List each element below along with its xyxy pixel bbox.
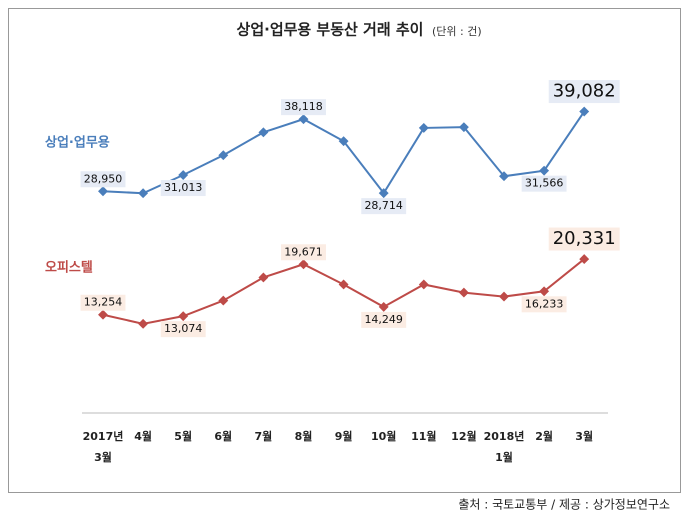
value-label-bg xyxy=(548,227,620,251)
marker xyxy=(258,272,269,283)
value-label-bg xyxy=(521,175,567,192)
value-label: 16,233 xyxy=(525,297,564,310)
marker xyxy=(98,186,108,197)
value-label: 28,950 xyxy=(84,172,123,185)
source: 출처 : 국토교통부 / 제공 : 상가정보연구소 xyxy=(458,498,670,512)
x-tick-label: 10월 xyxy=(370,430,397,443)
value-label: 28,714 xyxy=(364,199,403,212)
value-label-bg xyxy=(80,294,126,311)
series-label: 상업·업무용 xyxy=(45,135,110,151)
value-label-bg xyxy=(281,244,326,261)
marker xyxy=(418,122,429,133)
value-label: 13,254 xyxy=(84,296,123,309)
marker xyxy=(138,188,149,199)
value-label: 19,671 xyxy=(284,245,323,258)
value-label-bg xyxy=(361,311,407,328)
chart-title: 상업·업무용 부동산 거래 추이 xyxy=(237,21,424,39)
x-tick-label: 2017년 3월 xyxy=(82,430,124,464)
marker xyxy=(539,165,550,176)
x-tick-label: 8월 xyxy=(294,430,313,443)
marker xyxy=(499,171,509,182)
value-label-bg xyxy=(361,198,407,215)
value-label: 38,118 xyxy=(284,100,323,113)
marker xyxy=(98,309,108,320)
marker xyxy=(178,311,189,322)
x-tick-label: 4월 xyxy=(134,430,152,443)
x-tick-label: 12월 xyxy=(451,430,477,443)
marker xyxy=(218,295,229,306)
x-tick-label: 9월 xyxy=(334,430,353,443)
marker xyxy=(579,254,590,265)
marker xyxy=(338,136,349,147)
value-label: 31,013 xyxy=(164,181,203,194)
frame xyxy=(8,8,681,493)
x-tick-label: 2018년 1월 xyxy=(483,430,525,464)
series-label: 오피스텔 xyxy=(45,261,93,276)
marker xyxy=(579,106,590,117)
value-label: 14,249 xyxy=(364,313,403,326)
x-tick-label: 11월 xyxy=(411,430,437,443)
marker xyxy=(458,287,469,298)
value-label-bg xyxy=(160,321,206,338)
marker xyxy=(418,279,429,290)
value-label: 31,566 xyxy=(525,177,564,190)
value-label-bg xyxy=(521,296,567,313)
chart-subtitle: (단위 : 건) xyxy=(432,25,482,38)
marker xyxy=(138,318,149,329)
x-tick-label: 2월 xyxy=(535,430,553,443)
marker xyxy=(378,301,389,312)
value-label-bg xyxy=(80,171,126,188)
marker xyxy=(178,170,189,180)
marker xyxy=(218,150,229,161)
marker xyxy=(539,286,550,297)
value-label: 13,074 xyxy=(164,322,203,335)
x-tick-label: 5월 xyxy=(174,430,193,443)
value-label-bg xyxy=(281,99,326,116)
series-line xyxy=(102,258,585,325)
marker xyxy=(338,279,349,290)
x-tick-label: 7월 xyxy=(254,430,273,443)
value-label: 39,082 xyxy=(553,81,616,102)
x-tick-label: 6월 xyxy=(214,430,233,443)
marker xyxy=(499,291,509,302)
value-label-bg xyxy=(160,180,206,197)
marker xyxy=(298,259,309,270)
value-label-bg xyxy=(548,80,620,104)
marker xyxy=(378,188,389,199)
marker xyxy=(258,127,269,138)
x-tick-label: 3월 xyxy=(575,430,594,443)
value-label: 20,331 xyxy=(553,228,616,249)
marker xyxy=(298,114,309,125)
